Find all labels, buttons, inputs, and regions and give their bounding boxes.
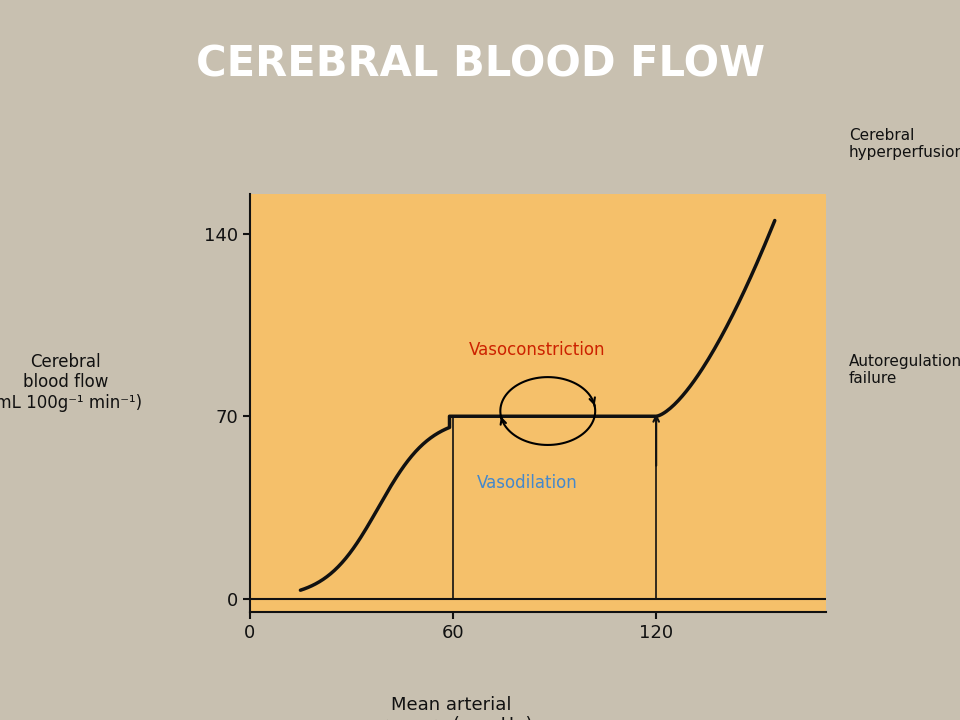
Text: Mean arterial
pressure (mm Hg): Mean arterial pressure (mm Hg) bbox=[370, 696, 533, 720]
Text: Cerebral
hyperperfusion: Cerebral hyperperfusion bbox=[849, 128, 960, 161]
Text: Vasodilation: Vasodilation bbox=[477, 474, 578, 492]
Text: Autoregulation
failure: Autoregulation failure bbox=[849, 354, 960, 386]
Text: CEREBRAL BLOOD FLOW: CEREBRAL BLOOD FLOW bbox=[196, 44, 764, 86]
Text: Cerebral
blood flow
(mL 100g⁻¹ min⁻¹): Cerebral blood flow (mL 100g⁻¹ min⁻¹) bbox=[0, 353, 142, 412]
Text: Vasoconstriction: Vasoconstriction bbox=[469, 341, 606, 359]
